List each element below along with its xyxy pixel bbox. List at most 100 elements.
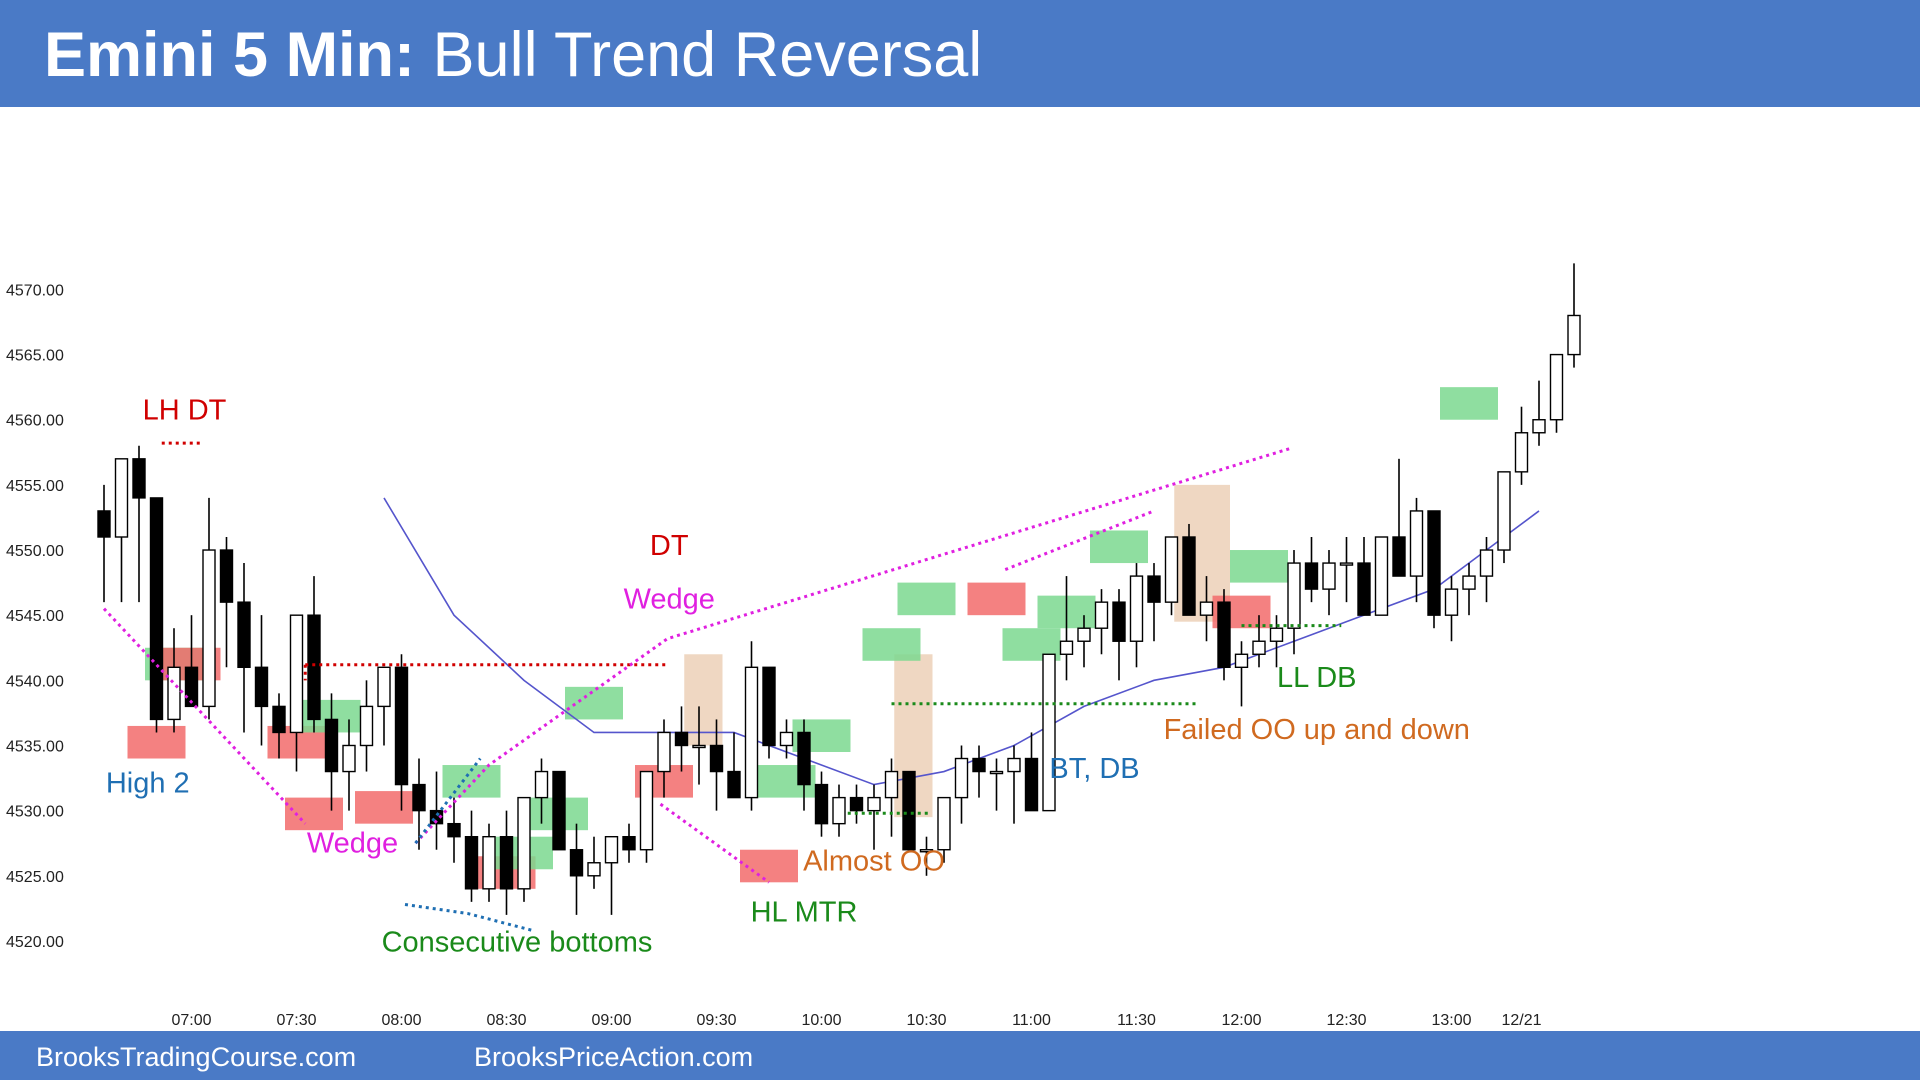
candle-0 <box>97 484 111 603</box>
candle-body-1 <box>114 458 129 538</box>
annotations-layer: LH DT High 2 Wedge Consecutive bottoms DT Wed… <box>106 395 1470 959</box>
y-tick-label-4: 4540.00 <box>6 673 64 690</box>
candle-77 <box>1444 576 1459 642</box>
candle-61 <box>1164 536 1179 616</box>
candle-body-33 <box>674 731 689 747</box>
candle-body-53 <box>1024 757 1039 812</box>
candle-80 <box>1497 471 1511 564</box>
candle-37 <box>744 641 759 811</box>
candle-body-64 <box>1217 601 1231 669</box>
candle-body-8 <box>237 601 251 669</box>
candle-22 <box>482 823 496 902</box>
candle-body-41 <box>814 783 829 825</box>
page-title-rest: Bull Trend Reversal <box>415 20 983 90</box>
y-tick-label-0: 4520.00 <box>6 934 64 951</box>
candle-body-25 <box>534 770 549 799</box>
dotted-line-6 <box>1004 509 1155 571</box>
candle-73 <box>1374 536 1389 616</box>
footer-site-right[interactable]: BrooksPriceAction.com <box>474 1042 754 1072</box>
candle-25 <box>534 758 549 824</box>
page-title: Emini 5 Min: Bull Trend Reversal <box>44 20 982 90</box>
candle-body-4 <box>167 666 181 721</box>
candle-84 <box>1567 263 1581 368</box>
candle-body-48 <box>937 796 951 851</box>
candle-45 <box>884 758 899 837</box>
candle-15 <box>359 680 374 772</box>
x-axis: 07:00 07:30 08:00 08:30 09:00 09:30 10:00 10:30… <box>171 1012 1541 1029</box>
candle-body-18 <box>412 783 426 812</box>
candle-body-40 <box>797 731 811 786</box>
sell-signal-box-6 <box>355 791 413 824</box>
candle-2 <box>132 445 146 603</box>
candle-60 <box>1147 563 1161 642</box>
candle-17 <box>394 654 409 811</box>
candle-body-82 <box>1532 419 1546 434</box>
candle-body-29 <box>604 835 619 864</box>
candle-74 <box>1392 458 1406 577</box>
candle-body-38 <box>762 666 776 747</box>
sell-signal-box-4 <box>285 797 343 831</box>
candle-body-22 <box>482 835 496 890</box>
candle-body-74 <box>1392 536 1406 577</box>
candle-83 <box>1549 353 1564 433</box>
candle-body-79 <box>1479 549 1494 577</box>
candle-body-63 <box>1199 601 1214 616</box>
x-tick-label-5: 09:30 <box>696 1012 736 1029</box>
candle-body-7 <box>219 549 234 603</box>
candle-19 <box>429 771 444 850</box>
candle-body-58 <box>1112 601 1126 642</box>
annotation-2: Wedge <box>307 827 398 859</box>
candle-4 <box>167 628 181 733</box>
candle-body-6 <box>202 549 216 708</box>
page-title-bold: Emini 5 Min: <box>44 20 416 90</box>
annotation-10: Failed OO up and down <box>1164 714 1470 746</box>
candle-body-69 <box>1304 562 1319 590</box>
candle-18 <box>412 758 426 850</box>
candle-56 <box>1077 615 1091 668</box>
candle-16 <box>377 666 391 746</box>
candle-9 <box>254 615 269 746</box>
candle-body-78 <box>1462 575 1476 590</box>
candle-7 <box>219 537 234 668</box>
candle-body-52 <box>1007 757 1021 773</box>
candle-68 <box>1287 550 1301 655</box>
candle-body-2 <box>132 458 146 499</box>
candle-55 <box>1059 576 1074 681</box>
candle-27 <box>569 823 584 915</box>
candle-11 <box>289 614 304 772</box>
candle-43 <box>849 784 864 824</box>
y-tick-label-8: 4560.00 <box>6 413 64 430</box>
candle-23 <box>499 810 514 915</box>
candle-body-15 <box>359 705 374 747</box>
candle-body-26 <box>552 770 566 851</box>
candlestick-chart: 4520.00 4525.00 4530.00 4535.00 4540.00 4545.… <box>6 263 1581 1029</box>
candle-body-21 <box>464 835 479 890</box>
candle-49 <box>954 745 969 824</box>
candle-14 <box>342 719 356 811</box>
candle-35 <box>709 719 724 811</box>
candle-76 <box>1427 510 1441 629</box>
candle-body-83 <box>1549 353 1564 421</box>
footer-site-left[interactable]: BrooksTradingCourse.com <box>36 1042 357 1072</box>
sell-signal-box-13 <box>740 849 798 883</box>
candle-50 <box>972 745 986 798</box>
candle-8 <box>237 563 251 733</box>
candle-12 <box>307 576 321 733</box>
candle-65 <box>1234 641 1249 707</box>
candle-28 <box>587 836 601 889</box>
candle-62 <box>1182 523 1196 616</box>
candle-36 <box>727 732 741 799</box>
buy-signal-box-23 <box>1230 550 1288 583</box>
candle-body-12 <box>307 614 321 721</box>
candle-57 <box>1094 589 1109 655</box>
candle-78 <box>1462 563 1476 616</box>
candle-46 <box>902 770 916 851</box>
candle-body-54 <box>1042 653 1056 812</box>
annotation-0: LH DT <box>143 395 227 427</box>
candle-body-37 <box>744 666 759 799</box>
annotation-6: HL MTR <box>751 896 858 928</box>
candle-34 <box>692 706 706 785</box>
candle-body-17 <box>394 666 409 786</box>
candle-66 <box>1252 615 1266 668</box>
candle-body-80 <box>1497 471 1511 551</box>
